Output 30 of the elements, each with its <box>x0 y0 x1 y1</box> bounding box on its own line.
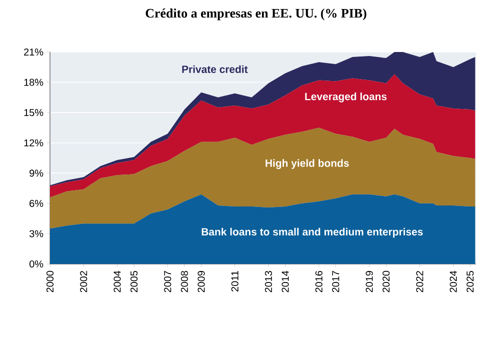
y-tick-label: 3% <box>29 230 44 238</box>
x-tick-label: 2008 <box>180 270 188 292</box>
x-tick-label: 2019 <box>366 270 373 292</box>
x-tick-label: 2025 <box>466 270 474 292</box>
text: Private credit <box>182 65 248 74</box>
x-tick-label: 2017 <box>332 271 340 292</box>
x-tick-label: 2020 <box>382 270 390 292</box>
x-tick-label: 2005 <box>130 270 138 292</box>
chart-title: Crédito a empresas en EE. UU. (% PIB) <box>146 8 366 20</box>
x-tick-label: 2004 <box>114 270 121 292</box>
series-label: Bank loans to small and medium enterprises <box>202 228 423 238</box>
y-tick-label: 0% <box>29 260 44 268</box>
x-tick-label: 2022 <box>416 271 424 292</box>
x-tick-label: 2013 <box>264 270 272 292</box>
x-tick-label: 2011 <box>231 271 238 292</box>
series-label: Leveraged loans <box>305 92 387 102</box>
y-tick-label: 6% <box>30 200 44 207</box>
x-tick-label: 2014 <box>282 270 289 292</box>
x-tick-label: 2024 <box>450 270 457 292</box>
x-tick-label: 2016 <box>315 270 322 292</box>
x-tick-label: 2007 <box>164 271 172 292</box>
y-tick-label: 21% <box>24 48 44 56</box>
x-tick-label: 2002 <box>80 271 88 292</box>
y-tick-label: 9% <box>30 170 44 177</box>
x-tick-label: 2009 <box>198 270 205 292</box>
series-label: High yield bonds <box>266 159 349 169</box>
x-tick-label: 2000 <box>46 270 54 292</box>
y-tick-label: 15% <box>24 109 44 116</box>
y-tick-label: 18% <box>24 78 44 86</box>
y-tick-label: 12% <box>24 139 44 146</box>
